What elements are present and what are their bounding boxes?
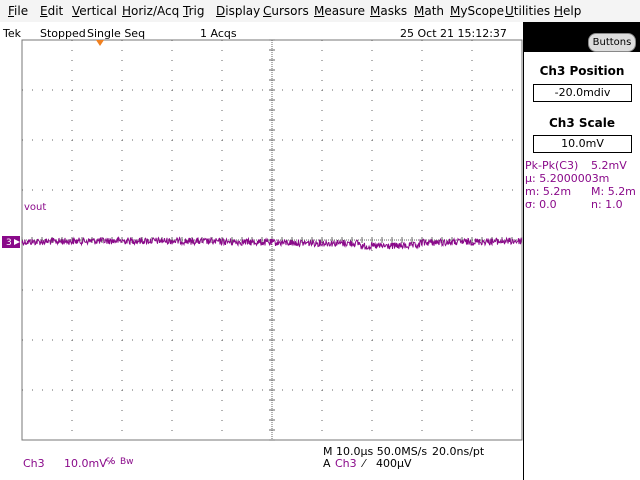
menu-item[interactable]: Measure bbox=[314, 4, 366, 18]
menu-item[interactable]: Math bbox=[414, 4, 445, 18]
waveform-label: vout bbox=[24, 202, 46, 213]
menu-item[interactable]: MyScope bbox=[450, 4, 505, 18]
menu-item[interactable]: File bbox=[8, 4, 29, 18]
resolution: 20.0ns/pt bbox=[432, 445, 485, 458]
menu-item[interactable]: Utilities bbox=[505, 4, 551, 18]
scale-value[interactable]: 10.0mV bbox=[533, 135, 632, 153]
measurement: µ: 5.2000003m bbox=[525, 172, 610, 185]
position-label: Ch3 Position bbox=[539, 64, 625, 78]
panel-divider bbox=[523, 22, 524, 480]
acq-mode: Single Seq bbox=[87, 27, 146, 40]
menu-item[interactable]: Display bbox=[216, 4, 261, 18]
position-value[interactable]: -20.0mdiv bbox=[533, 84, 632, 102]
buttons-button[interactable]: Buttons bbox=[588, 33, 636, 52]
brand: Tek bbox=[3, 27, 21, 40]
trigger-position bbox=[96, 40, 104, 46]
horizontal-setting: M 10.0µs 50.0MS/s bbox=[323, 445, 428, 458]
measurement: M: 5.2m bbox=[591, 185, 636, 198]
menu-item[interactable]: Trig bbox=[183, 4, 205, 18]
trigger-channel: Ch3 bbox=[335, 457, 357, 470]
menu-item[interactable]: Horiz/Acq bbox=[122, 4, 180, 18]
acq-state: Stopped bbox=[40, 27, 86, 40]
menu-item[interactable]: Vertical bbox=[72, 4, 117, 18]
menu-item[interactable]: Cursors bbox=[263, 4, 309, 18]
menu-item[interactable]: Edit bbox=[40, 4, 64, 18]
footer-bandwidth: Bw bbox=[120, 457, 134, 467]
footer-coupling: ℅ bbox=[106, 457, 116, 467]
marker-arrow bbox=[14, 239, 20, 245]
measurement: n: 1.0 bbox=[591, 198, 623, 211]
measurement: m: 5.2m bbox=[525, 185, 572, 198]
menu-item[interactable]: Help bbox=[554, 4, 582, 18]
trigger-level: 400µV bbox=[376, 457, 412, 470]
waveform-trace bbox=[21, 236, 523, 251]
channel-marker-box bbox=[2, 236, 20, 248]
footer-scale: 10.0mV bbox=[64, 457, 107, 470]
menu-bar: File Edit Vertical Horiz/Acq Trig Display Curs… bbox=[0, 0, 640, 22]
scale-label: Ch3 Scale bbox=[549, 116, 615, 130]
measurement: 5.2mV bbox=[591, 159, 627, 172]
footer-channel: Ch3 bbox=[23, 457, 45, 470]
measurement: Pk-Pk(C3) bbox=[525, 159, 579, 172]
trigger-source: A bbox=[323, 457, 331, 470]
menu-item[interactable]: Masks bbox=[370, 4, 408, 18]
trigger-slope: ⁄ bbox=[363, 457, 365, 470]
datetime: 25 Oct 21 15:12:37 bbox=[400, 27, 507, 40]
channel-marker: 3 bbox=[6, 238, 12, 248]
acq-count: 1 Acqs bbox=[200, 27, 237, 40]
measurement: σ: 0.0 bbox=[525, 198, 557, 211]
